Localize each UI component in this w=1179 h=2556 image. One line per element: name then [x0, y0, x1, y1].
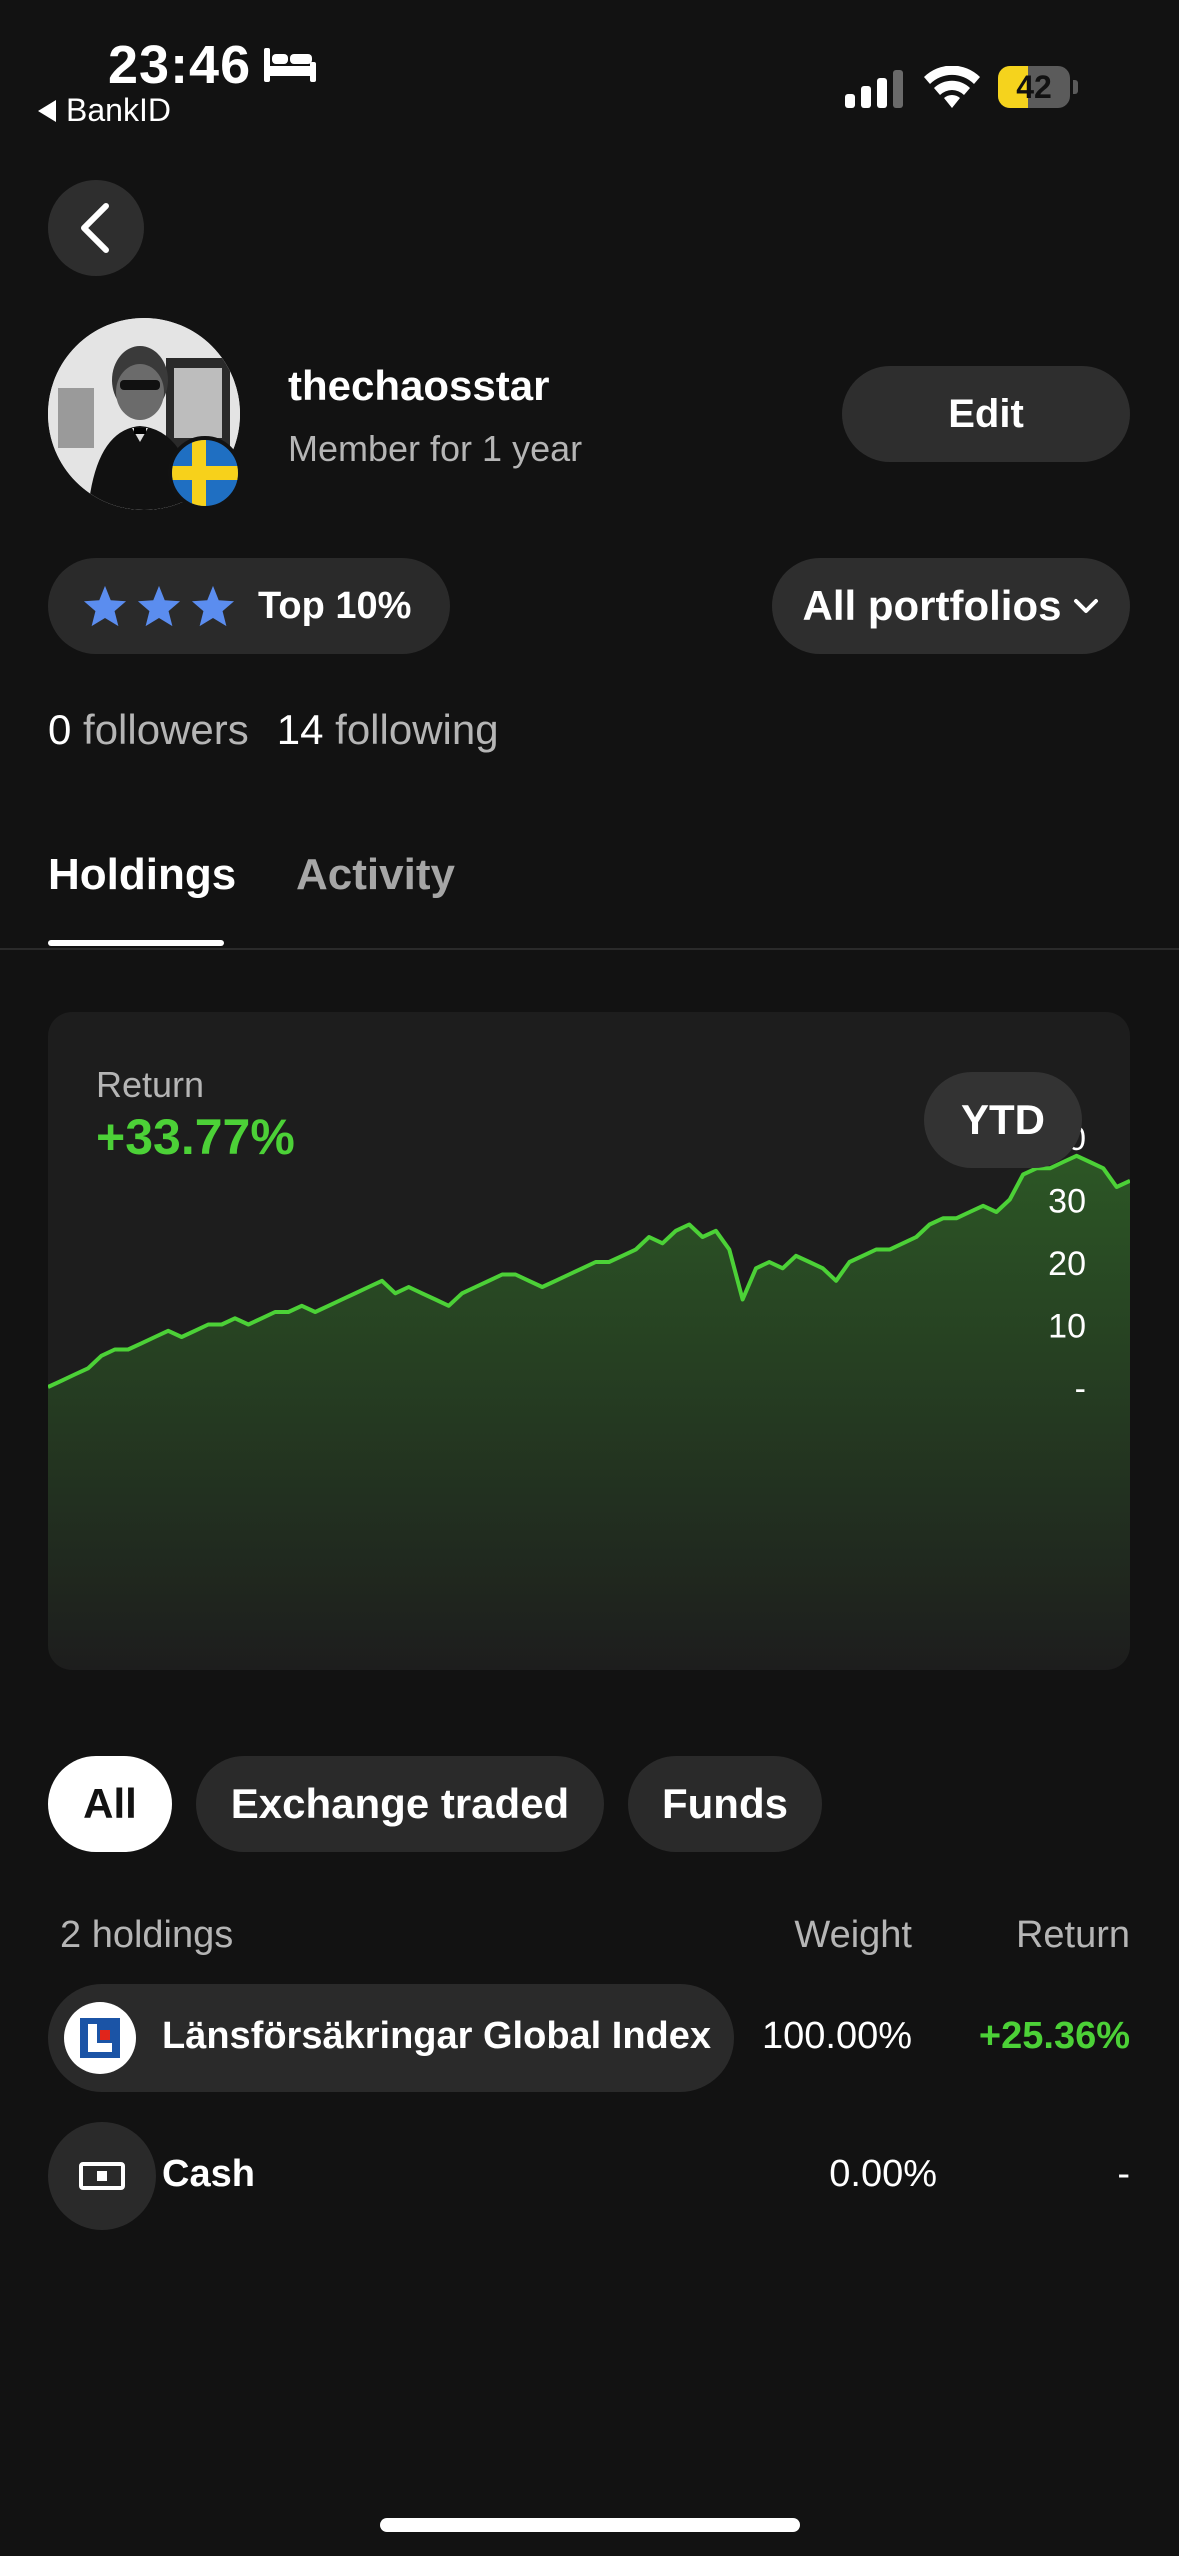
followers-link[interactable]: 0 followers: [48, 706, 249, 754]
rank-label: Top 10%: [258, 584, 412, 627]
following-link[interactable]: 14 following: [277, 706, 499, 754]
back-app-label: BankID: [66, 92, 171, 128]
sweden-flag-icon: [168, 436, 242, 510]
member-since: Member for 1 year: [288, 428, 583, 469]
follow-stats: 0 followers 14 following: [48, 706, 499, 754]
chart-series-line: [48, 1153, 1130, 1389]
followers-label: followers: [83, 706, 249, 753]
followers-count: 0: [48, 706, 72, 753]
y-tick-label: 30: [1048, 1183, 1086, 1221]
star-icon: [83, 585, 127, 627]
following-label: following: [335, 706, 499, 753]
wifi-icon: [924, 66, 980, 108]
lansforsakringar-logo-icon: [64, 2002, 136, 2074]
holding-name-pill[interactable]: [48, 1984, 734, 2092]
return-value: +33.77%: [96, 1109, 295, 1165]
back-to-app-link[interactable]: BankID: [38, 92, 171, 129]
cellular-signal-icon: [845, 70, 903, 108]
weight-column-header[interactable]: Weight: [794, 1914, 912, 1956]
y-tick-label: -: [1075, 1370, 1086, 1408]
return-label: Return: [96, 1064, 205, 1105]
holding-return: +25.36%: [978, 2015, 1130, 2057]
filter-exchange-traded-chip[interactable]: Exchange traded: [196, 1756, 604, 1852]
period-selector-button[interactable]: YTD: [924, 1072, 1082, 1168]
following-count: 14: [276, 706, 324, 753]
filter-all-chip[interactable]: All: [48, 1756, 172, 1852]
return-chart-card: 40302010- Return +33.77% YTD: [48, 1012, 1130, 1670]
filter-funds-chip[interactable]: Funds: [628, 1756, 822, 1852]
battery-fill: [998, 66, 1029, 108]
star-icon: [191, 585, 235, 627]
username: thechaosstar: [288, 362, 550, 409]
edit-profile-button[interactable]: Edit: [842, 366, 1130, 462]
portfolio-selector[interactable]: All portfolios: [772, 558, 1130, 654]
rank-stars: [82, 584, 236, 628]
home-indicator[interactable]: [380, 2518, 800, 2532]
portfolio-selector-label: All portfolios: [802, 582, 1062, 629]
chart-area-fill: [48, 1155, 1130, 1670]
battery-indicator: 42: [998, 66, 1078, 108]
status-time: 23:46: [108, 35, 252, 95]
rank-badge[interactable]: Top 10%: [48, 558, 450, 654]
tab-divider: [0, 948, 1179, 950]
back-button[interactable]: [48, 180, 144, 276]
holding-name: Länsförsäkringar Global Index: [162, 2015, 712, 2057]
cash-icon: [48, 2122, 156, 2230]
return-chart[interactable]: 40302010-: [48, 1012, 1130, 1670]
star-icon: [137, 585, 181, 627]
y-tick-label: 10: [1048, 1308, 1086, 1346]
chevron-left-icon: [81, 203, 109, 253]
holding-name: Cash: [162, 2153, 255, 2195]
return-column-header[interactable]: Return: [1015, 1914, 1130, 1956]
battery-percent: 42: [1016, 69, 1052, 105]
active-tab-indicator: [48, 940, 224, 946]
tab-activity[interactable]: Activity: [296, 850, 455, 899]
tab-holdings[interactable]: Holdings: [48, 850, 237, 899]
y-tick-label: 20: [1048, 1245, 1086, 1283]
holding-weight: 100.00%: [761, 2015, 912, 2057]
holding-return: -: [1117, 2153, 1130, 2195]
chevron-down-icon: [1074, 599, 1099, 613]
holding-weight: 0.00%: [829, 2153, 937, 2195]
sleep-focus-icon: [264, 48, 316, 82]
back-triangle-icon: [38, 99, 56, 122]
holdings-count: 2 holdings: [60, 1914, 234, 1956]
